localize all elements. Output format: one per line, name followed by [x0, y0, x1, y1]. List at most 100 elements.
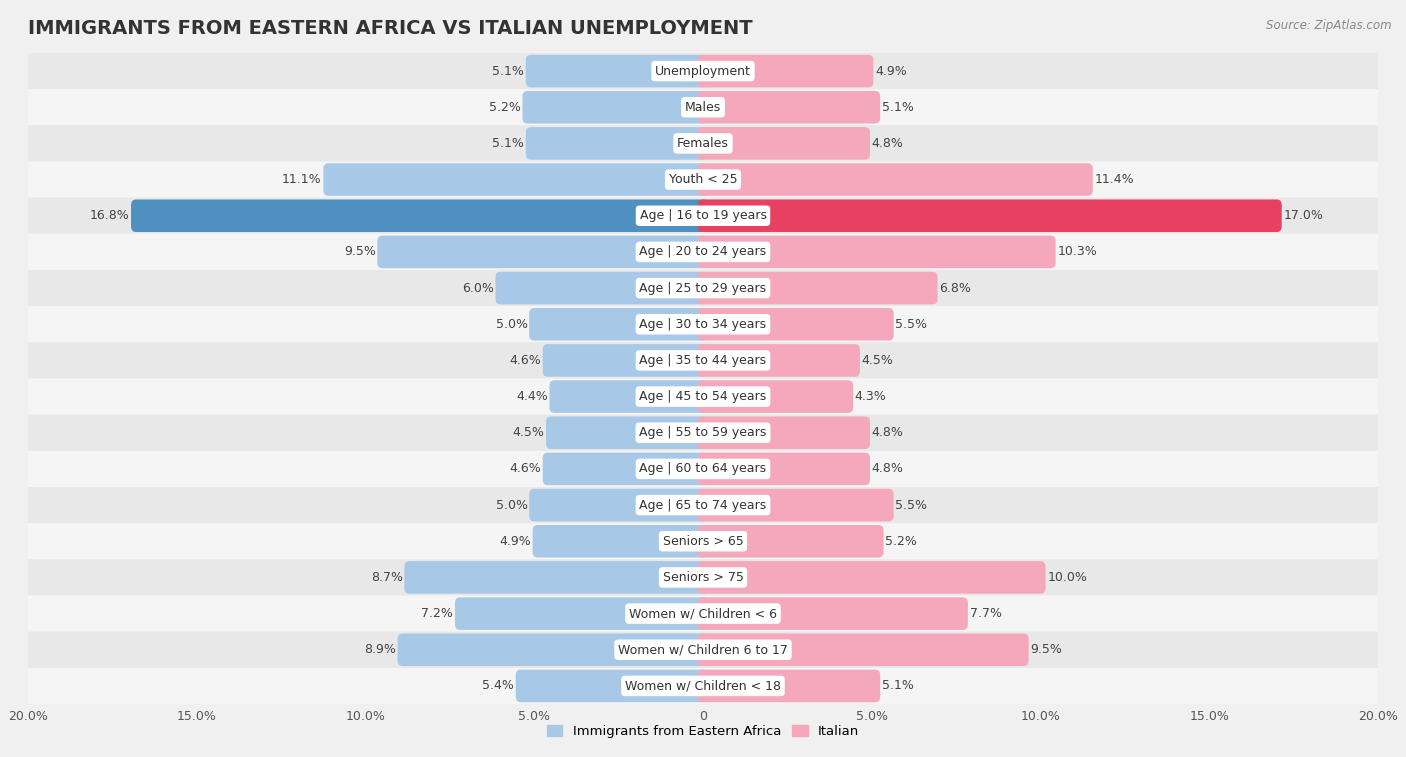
FancyBboxPatch shape — [697, 670, 880, 702]
Text: 5.2%: 5.2% — [886, 534, 917, 548]
FancyBboxPatch shape — [323, 164, 709, 196]
FancyBboxPatch shape — [28, 596, 1378, 631]
Text: 8.7%: 8.7% — [371, 571, 402, 584]
Text: 4.9%: 4.9% — [875, 64, 907, 77]
Text: 11.4%: 11.4% — [1094, 173, 1135, 186]
Text: Seniors > 65: Seniors > 65 — [662, 534, 744, 548]
FancyBboxPatch shape — [697, 525, 883, 557]
FancyBboxPatch shape — [550, 380, 709, 413]
Text: 4.6%: 4.6% — [509, 463, 541, 475]
Text: 6.8%: 6.8% — [939, 282, 972, 294]
Text: 10.0%: 10.0% — [1047, 571, 1087, 584]
FancyBboxPatch shape — [28, 523, 1378, 559]
Text: 5.4%: 5.4% — [482, 680, 515, 693]
Text: Females: Females — [678, 137, 728, 150]
Text: 8.9%: 8.9% — [364, 643, 396, 656]
Text: 10.3%: 10.3% — [1057, 245, 1097, 258]
Text: 16.8%: 16.8% — [90, 209, 129, 223]
Text: 5.1%: 5.1% — [882, 680, 914, 693]
Text: Age | 20 to 24 years: Age | 20 to 24 years — [640, 245, 766, 258]
FancyBboxPatch shape — [697, 489, 894, 522]
Text: Women w/ Children < 18: Women w/ Children < 18 — [626, 680, 780, 693]
Legend: Immigrants from Eastern Africa, Italian: Immigrants from Eastern Africa, Italian — [541, 719, 865, 743]
FancyBboxPatch shape — [28, 378, 1378, 415]
FancyBboxPatch shape — [697, 561, 1046, 593]
Text: 17.0%: 17.0% — [1284, 209, 1323, 223]
Text: 4.8%: 4.8% — [872, 426, 904, 439]
Text: 4.8%: 4.8% — [872, 463, 904, 475]
FancyBboxPatch shape — [28, 342, 1378, 378]
FancyBboxPatch shape — [697, 235, 1056, 268]
Text: 4.9%: 4.9% — [499, 534, 531, 548]
FancyBboxPatch shape — [697, 55, 873, 87]
FancyBboxPatch shape — [28, 234, 1378, 270]
FancyBboxPatch shape — [697, 308, 894, 341]
FancyBboxPatch shape — [495, 272, 709, 304]
FancyBboxPatch shape — [697, 634, 1029, 666]
Text: 5.1%: 5.1% — [492, 64, 524, 77]
Text: 5.0%: 5.0% — [495, 499, 527, 512]
FancyBboxPatch shape — [529, 489, 709, 522]
FancyBboxPatch shape — [28, 161, 1378, 198]
Text: 5.5%: 5.5% — [896, 499, 928, 512]
FancyBboxPatch shape — [526, 127, 709, 160]
FancyBboxPatch shape — [28, 270, 1378, 306]
Text: Age | 60 to 64 years: Age | 60 to 64 years — [640, 463, 766, 475]
FancyBboxPatch shape — [28, 198, 1378, 234]
Text: 4.5%: 4.5% — [862, 354, 893, 367]
FancyBboxPatch shape — [131, 200, 709, 232]
FancyBboxPatch shape — [533, 525, 709, 557]
Text: 4.8%: 4.8% — [872, 137, 904, 150]
FancyBboxPatch shape — [28, 89, 1378, 126]
FancyBboxPatch shape — [398, 634, 709, 666]
Text: Age | 55 to 59 years: Age | 55 to 59 years — [640, 426, 766, 439]
FancyBboxPatch shape — [28, 631, 1378, 668]
Text: 4.6%: 4.6% — [509, 354, 541, 367]
FancyBboxPatch shape — [523, 91, 709, 123]
Text: Women w/ Children < 6: Women w/ Children < 6 — [628, 607, 778, 620]
Text: 7.7%: 7.7% — [970, 607, 1001, 620]
FancyBboxPatch shape — [28, 451, 1378, 487]
Text: 4.4%: 4.4% — [516, 390, 548, 403]
FancyBboxPatch shape — [697, 91, 880, 123]
FancyBboxPatch shape — [28, 668, 1378, 704]
FancyBboxPatch shape — [28, 126, 1378, 161]
Text: Seniors > 75: Seniors > 75 — [662, 571, 744, 584]
FancyBboxPatch shape — [697, 380, 853, 413]
Text: Source: ZipAtlas.com: Source: ZipAtlas.com — [1267, 19, 1392, 32]
FancyBboxPatch shape — [697, 416, 870, 449]
Text: Women w/ Children 6 to 17: Women w/ Children 6 to 17 — [619, 643, 787, 656]
Text: 4.5%: 4.5% — [513, 426, 544, 439]
Text: 5.1%: 5.1% — [882, 101, 914, 114]
Text: IMMIGRANTS FROM EASTERN AFRICA VS ITALIAN UNEMPLOYMENT: IMMIGRANTS FROM EASTERN AFRICA VS ITALIA… — [28, 18, 752, 38]
FancyBboxPatch shape — [697, 200, 1282, 232]
FancyBboxPatch shape — [28, 415, 1378, 451]
FancyBboxPatch shape — [28, 53, 1378, 89]
Text: 9.5%: 9.5% — [1031, 643, 1062, 656]
FancyBboxPatch shape — [546, 416, 709, 449]
FancyBboxPatch shape — [529, 308, 709, 341]
FancyBboxPatch shape — [697, 344, 860, 377]
Text: 4.3%: 4.3% — [855, 390, 887, 403]
FancyBboxPatch shape — [456, 597, 709, 630]
Text: 7.2%: 7.2% — [422, 607, 453, 620]
FancyBboxPatch shape — [697, 272, 938, 304]
Text: Youth < 25: Youth < 25 — [669, 173, 737, 186]
Text: Unemployment: Unemployment — [655, 64, 751, 77]
FancyBboxPatch shape — [543, 344, 709, 377]
Text: 5.0%: 5.0% — [495, 318, 527, 331]
FancyBboxPatch shape — [697, 597, 967, 630]
FancyBboxPatch shape — [405, 561, 709, 593]
Text: 5.5%: 5.5% — [896, 318, 928, 331]
FancyBboxPatch shape — [526, 55, 709, 87]
Text: Age | 65 to 74 years: Age | 65 to 74 years — [640, 499, 766, 512]
FancyBboxPatch shape — [543, 453, 709, 485]
Text: Age | 35 to 44 years: Age | 35 to 44 years — [640, 354, 766, 367]
FancyBboxPatch shape — [28, 487, 1378, 523]
Text: 11.1%: 11.1% — [283, 173, 322, 186]
FancyBboxPatch shape — [697, 164, 1092, 196]
Text: Age | 25 to 29 years: Age | 25 to 29 years — [640, 282, 766, 294]
Text: Age | 30 to 34 years: Age | 30 to 34 years — [640, 318, 766, 331]
FancyBboxPatch shape — [28, 559, 1378, 596]
FancyBboxPatch shape — [697, 127, 870, 160]
